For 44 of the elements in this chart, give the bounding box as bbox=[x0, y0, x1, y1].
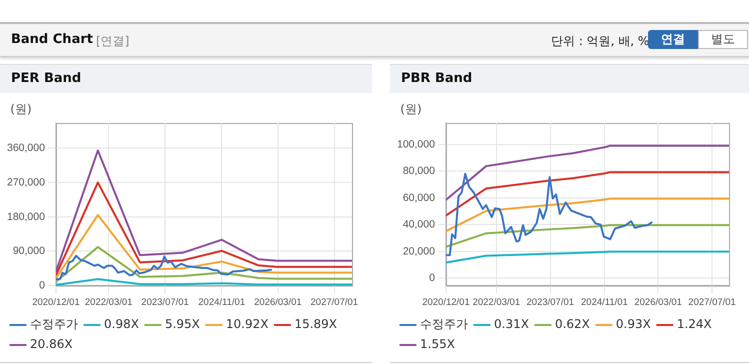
x-tick-label: 2022/03/01 bbox=[84, 296, 132, 308]
y-tick-label: 0 bbox=[429, 272, 436, 284]
y-axis-title: (원) bbox=[400, 102, 422, 116]
legend-label: 0.93X bbox=[616, 317, 651, 332]
legend-label: 수정주가 bbox=[30, 317, 78, 332]
text: 별도 bbox=[698, 30, 748, 49]
x-tick-label: 2026/03/01 bbox=[634, 296, 682, 308]
x-tick-label: 2020/12/01 bbox=[422, 296, 470, 308]
legend-label: 0.31X bbox=[494, 317, 529, 332]
legend-label: 0.62X bbox=[554, 317, 590, 332]
y-tick-label: 20,000 bbox=[402, 245, 436, 258]
chart-title: PER Band bbox=[0, 64, 372, 93]
x-tick-label: 2027/07/01 bbox=[688, 296, 736, 308]
y-tick-label: 0 bbox=[39, 279, 46, 292]
chart-title: PBR Band bbox=[390, 64, 749, 93]
x-tick-label: 2024/11/01 bbox=[581, 296, 628, 308]
text: [연결] bbox=[96, 33, 130, 50]
y-tick-label: 100,000 bbox=[396, 138, 436, 150]
text: 단위 : 억원, 배, % bbox=[551, 33, 650, 50]
text: 연결 bbox=[648, 30, 698, 49]
legend-label: 1.24X bbox=[676, 317, 712, 332]
x-tick-label: 2026/03/01 bbox=[254, 296, 302, 308]
y-tick-label: 60,000 bbox=[402, 192, 436, 204]
x-tick-label: 2023/07/01 bbox=[526, 296, 574, 308]
x-tick-label: 2020/12/01 bbox=[32, 296, 80, 308]
y-tick-label: 180,000 bbox=[6, 210, 46, 223]
legend-label: 10.92X bbox=[226, 317, 268, 332]
text: Band Chart bbox=[11, 32, 93, 47]
legend-label: 20.86X bbox=[30, 337, 73, 352]
x-tick-label: 2023/07/01 bbox=[141, 296, 189, 308]
legend-label: 15.89X bbox=[294, 317, 338, 332]
y-tick-label: 40,000 bbox=[402, 218, 436, 231]
y-tick-label: 80,000 bbox=[402, 165, 436, 178]
x-tick-label: 2024/11/01 bbox=[198, 296, 246, 308]
legend-label: 0.98X bbox=[104, 317, 139, 332]
y-tick-label: 360,000 bbox=[6, 142, 46, 154]
legend-label: 수정주가 bbox=[420, 317, 468, 332]
y-axis-title: (원) bbox=[10, 102, 32, 116]
legend-label: 1.55X bbox=[420, 337, 455, 352]
y-tick-label: 270,000 bbox=[6, 176, 46, 188]
x-tick-label: 2022/03/01 bbox=[472, 296, 520, 308]
x-tick-label: 2027/07/01 bbox=[310, 296, 358, 308]
y-tick-label: 90,000 bbox=[12, 245, 46, 258]
legend-label: 5.95X bbox=[164, 317, 200, 332]
